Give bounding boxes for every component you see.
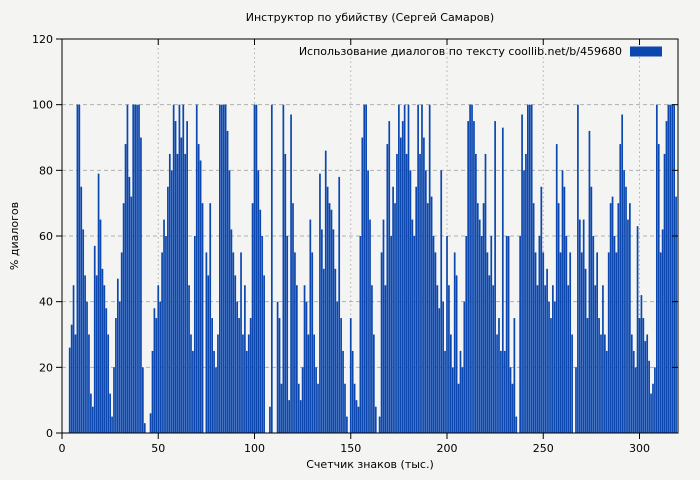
y-tick-label: 0: [46, 427, 53, 440]
x-axis-label: Счетчик знаков (тыс.): [306, 458, 434, 471]
legend: Использование диалогов по тексту coollib…: [299, 45, 662, 58]
y-tick-label: 100: [32, 99, 53, 112]
x-tick-label: 200: [437, 442, 458, 455]
y-tick-label: 60: [39, 230, 53, 243]
x-tick-label: 250: [533, 442, 554, 455]
y-tick-label: 20: [39, 361, 53, 374]
y-tick-label: 80: [39, 164, 53, 177]
y-axis: 0 20 40 60 80 100 120: [32, 33, 678, 440]
bars: [68, 104, 677, 434]
x-tick-label: 50: [151, 442, 165, 455]
y-axis-label: % диалогов: [8, 202, 21, 270]
legend-swatch: [630, 46, 662, 57]
y-tick-label: 40: [39, 296, 53, 309]
x-tick-label: 300: [629, 442, 650, 455]
y-tick-label: 120: [32, 33, 53, 46]
x-axis: 0 50 100 150 200 250 300: [59, 39, 650, 455]
x-tick-label: 0: [59, 442, 66, 455]
x-tick-label: 100: [244, 442, 265, 455]
chart-title: Инструктор по убийству (Сергей Самаров): [246, 11, 494, 24]
legend-label: Использование диалогов по тексту coollib…: [299, 45, 622, 58]
x-tick-label: 150: [340, 442, 361, 455]
